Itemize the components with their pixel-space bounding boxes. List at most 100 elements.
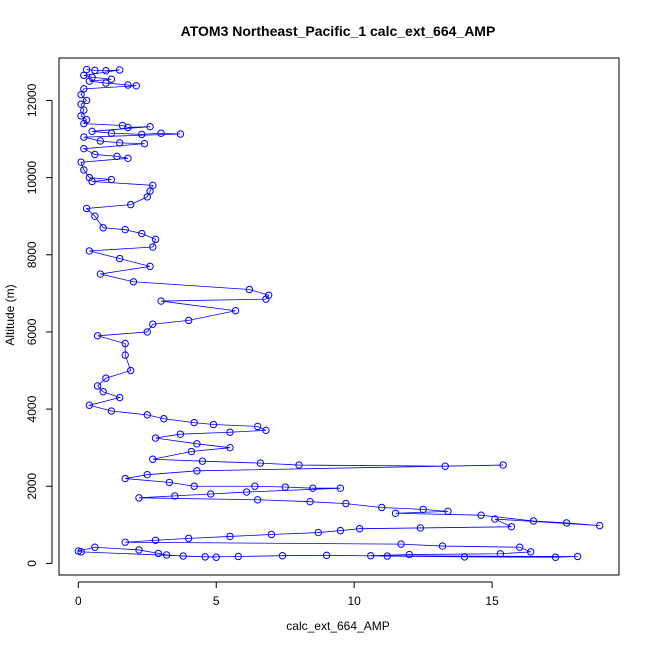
data-point	[226, 428, 234, 436]
data-point	[322, 551, 331, 560]
data-point	[135, 494, 143, 502]
data-point	[184, 316, 193, 325]
y-axis-label: Altitude (m)	[3, 284, 17, 345]
data-point	[198, 457, 207, 465]
data-point	[143, 328, 151, 336]
data-point	[193, 440, 201, 448]
chart-title: ATOM3 Northeast_Pacific_1 calc_ext_664_A…	[181, 23, 496, 39]
data-point	[207, 490, 215, 498]
plot-frame	[58, 57, 620, 576]
data-point	[80, 133, 88, 141]
data-point	[154, 549, 163, 558]
data-point	[212, 553, 220, 561]
data-point	[121, 225, 129, 234]
data-point	[143, 411, 151, 419]
data-point	[190, 482, 198, 490]
data-point	[281, 483, 289, 491]
data-point	[193, 467, 201, 475]
data-point	[124, 81, 132, 89]
data-point	[80, 166, 88, 174]
data-point	[527, 548, 535, 556]
data-point	[85, 401, 94, 409]
data-point	[187, 447, 196, 456]
data-point	[82, 204, 91, 213]
data-point	[140, 139, 149, 148]
data-point	[146, 122, 154, 131]
data-point	[121, 474, 129, 483]
data-point	[132, 82, 140, 90]
data-point	[160, 415, 168, 423]
data-point	[306, 497, 314, 506]
data-point	[115, 66, 124, 74]
data-point	[562, 519, 571, 527]
data-point	[477, 511, 485, 519]
data-point	[127, 200, 135, 209]
data-point	[201, 553, 209, 561]
data-point	[438, 542, 447, 550]
data-point	[190, 418, 198, 427]
data-point	[184, 534, 193, 543]
data-point	[267, 530, 276, 539]
data-point	[115, 393, 124, 402]
data-point	[253, 422, 262, 431]
data-point	[146, 262, 154, 271]
data-point	[179, 552, 187, 560]
data-point	[176, 130, 185, 138]
y-tick-label: 6000	[25, 318, 39, 345]
data-point	[149, 243, 157, 251]
data-point	[367, 552, 375, 560]
x-tick-label: 5	[213, 594, 220, 608]
data-point	[107, 175, 116, 184]
data-point	[405, 550, 414, 559]
data-point	[129, 278, 138, 286]
data-point	[391, 509, 400, 517]
data-point	[77, 90, 85, 99]
data-point	[107, 407, 116, 415]
data-point	[226, 443, 234, 452]
data-point	[314, 528, 323, 537]
y-tick-label: 10000	[25, 161, 39, 195]
data-point	[149, 455, 157, 463]
data-point	[121, 351, 129, 359]
data-point	[234, 552, 243, 561]
data-point	[383, 552, 391, 560]
data-point	[143, 470, 151, 479]
data-point	[295, 461, 303, 469]
data-point	[102, 67, 110, 75]
data-point	[491, 515, 499, 523]
data-point	[102, 374, 110, 382]
data-point	[573, 552, 582, 561]
x-tick-label: 15	[485, 594, 499, 608]
data-point	[107, 75, 116, 83]
data-point	[171, 492, 179, 500]
data-point	[80, 119, 88, 128]
data-point	[245, 285, 254, 294]
data-point	[151, 235, 160, 244]
data-point	[96, 137, 105, 145]
data-point	[336, 526, 345, 535]
data-point	[262, 426, 270, 435]
series-line	[78, 69, 600, 558]
data-point	[77, 158, 85, 166]
data-point	[209, 420, 218, 429]
data-point	[496, 550, 505, 558]
data-point	[82, 65, 91, 74]
data-point	[91, 150, 99, 159]
data-point	[397, 540, 405, 548]
x-tick-label: 0	[75, 594, 82, 608]
data-point	[515, 543, 524, 551]
data-point	[157, 129, 165, 137]
data-point	[309, 484, 317, 492]
data-point	[138, 229, 146, 238]
data-point	[93, 332, 102, 340]
data-point	[162, 551, 171, 559]
data-point	[143, 193, 151, 201]
data-point	[80, 85, 88, 93]
data-point	[416, 524, 425, 532]
data-point	[99, 224, 107, 232]
data-point	[507, 523, 516, 531]
data-point	[102, 79, 110, 87]
data-point	[107, 129, 116, 137]
data-point	[157, 297, 165, 305]
x-axis: 0 5 10 15	[75, 581, 499, 608]
